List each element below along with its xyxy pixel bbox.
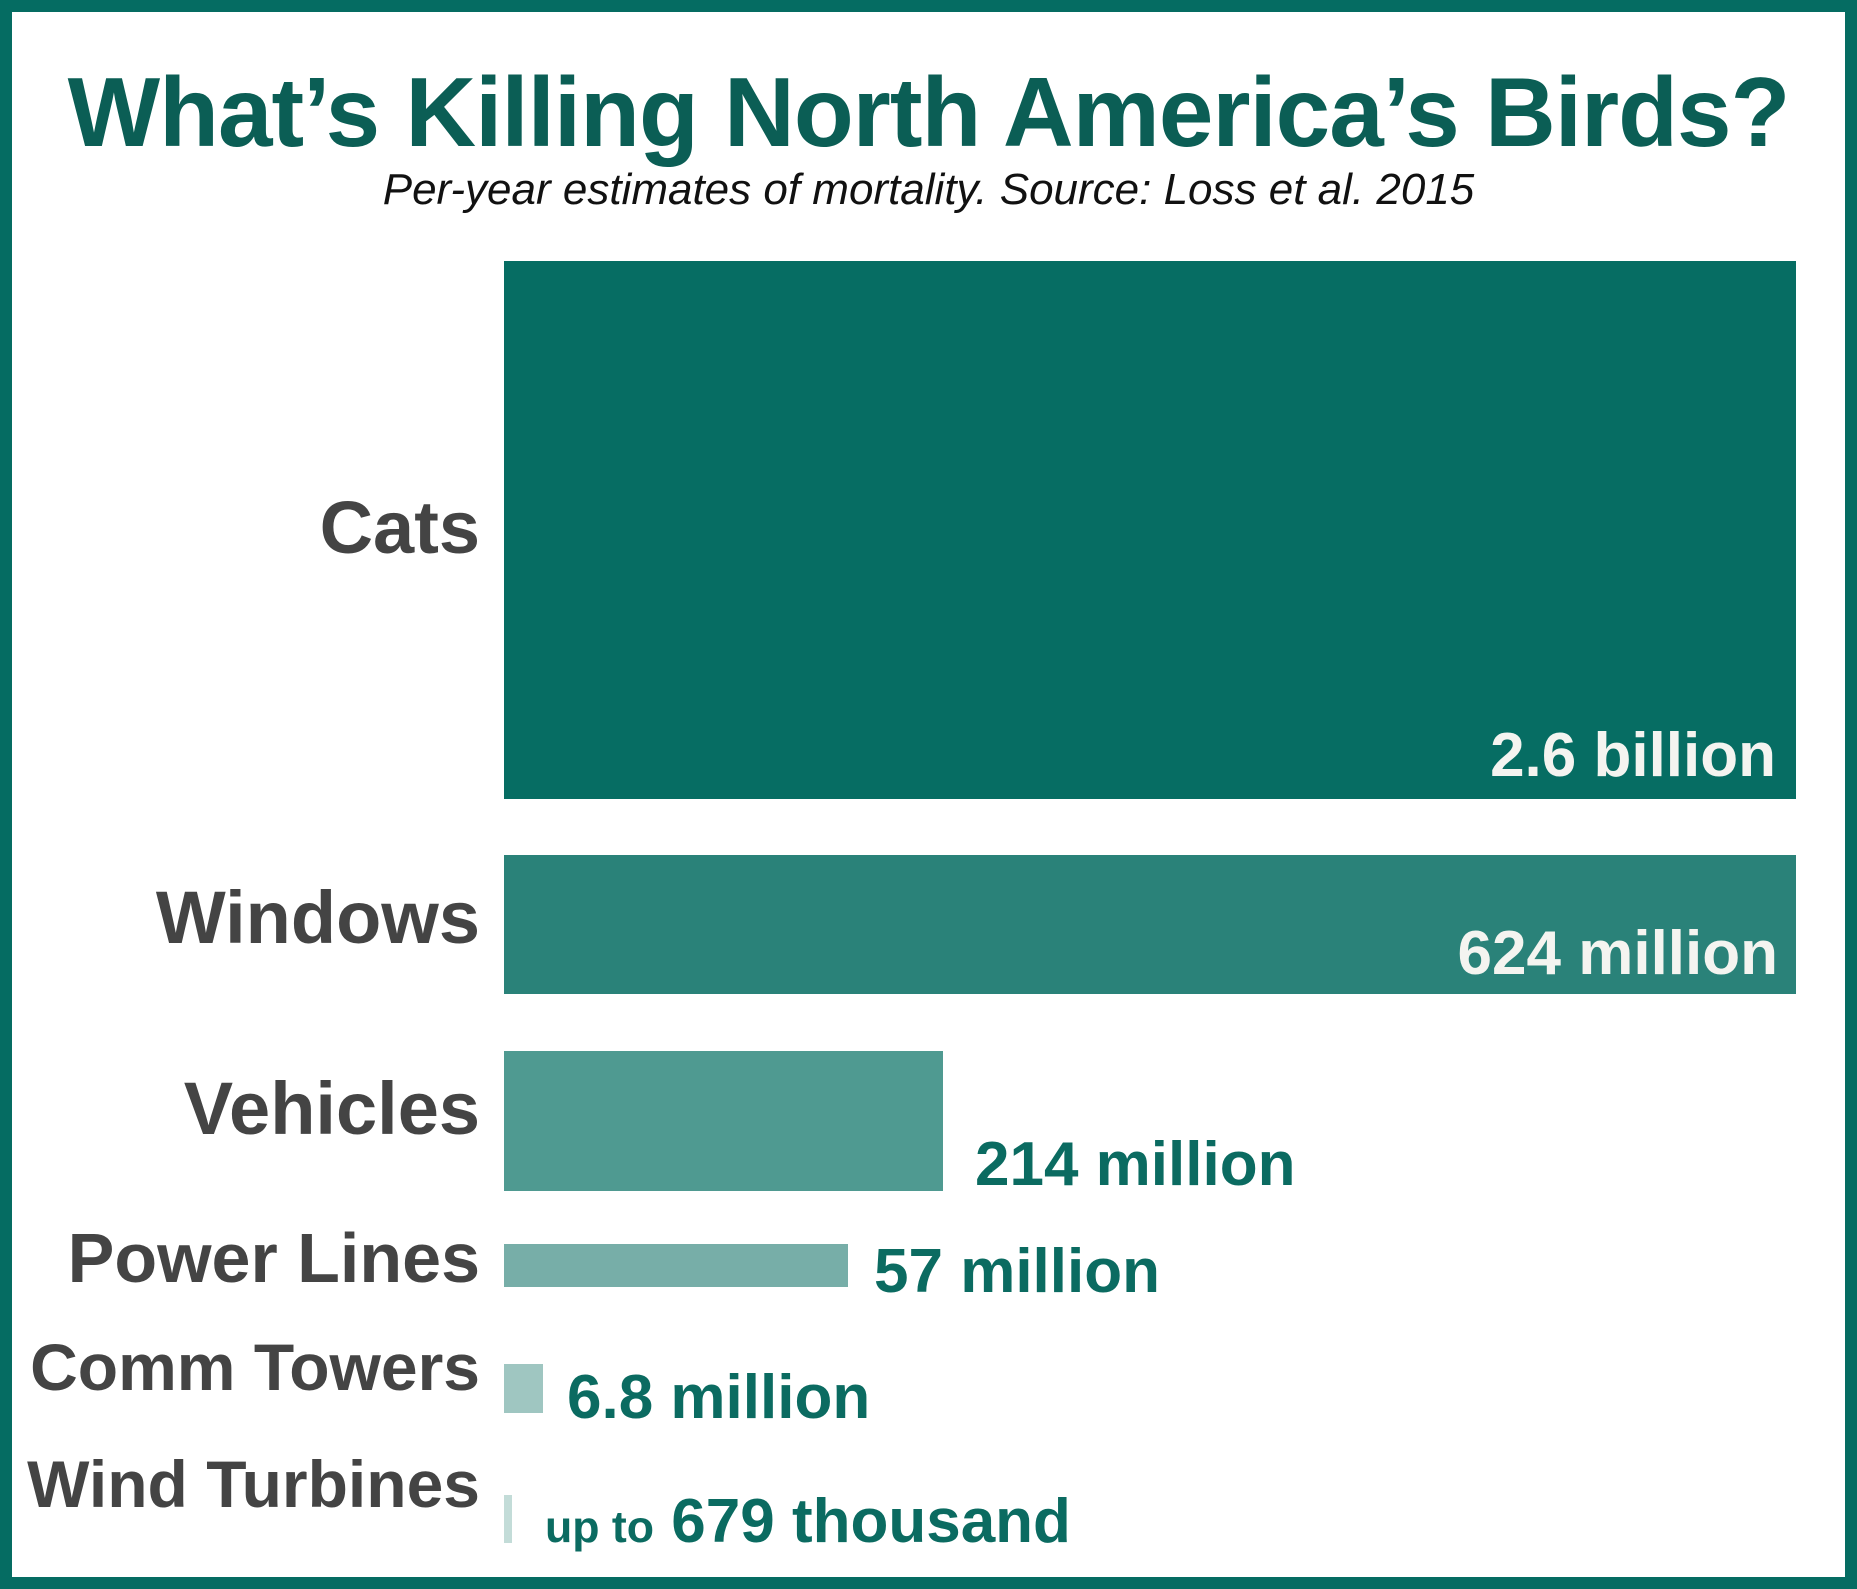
bar-vehicles xyxy=(504,1051,943,1191)
bar-comm-towers xyxy=(504,1364,543,1413)
value-number-wind-turbines: 679 thousand xyxy=(671,1487,1071,1556)
category-label-wind-turbines: Wind Turbines xyxy=(27,1447,480,1521)
value-label-windows: 624 million xyxy=(1457,919,1778,988)
value-label-comm-towers: 6.8 million xyxy=(567,1363,871,1432)
value-label-wind-turbines: up to 679 thousand xyxy=(545,1484,1071,1566)
value-label-vehicles: 214 million xyxy=(975,1130,1296,1199)
bar-power-lines xyxy=(504,1244,848,1287)
category-label-cats: Cats xyxy=(319,486,480,569)
bar-wind-turbines xyxy=(504,1495,512,1543)
category-label-windows: Windows xyxy=(155,876,480,959)
value-label-power-lines: 57 million xyxy=(874,1237,1160,1306)
bar-windows xyxy=(504,855,1796,994)
bar-cats xyxy=(504,261,1796,799)
category-label-power-lines: Power Lines xyxy=(67,1219,480,1297)
value-label-cats: 2.6 billion xyxy=(1490,721,1776,790)
chart-subtitle: Per-year estimates of mortality. Source:… xyxy=(382,165,1475,214)
category-label-vehicles: Vehicles xyxy=(183,1067,480,1150)
value-prefix-up-to: up to xyxy=(545,1503,655,1552)
chart-title: What’s Killing North America’s Birds? xyxy=(67,57,1791,167)
category-label-comm-towers: Comm Towers xyxy=(30,1330,480,1404)
